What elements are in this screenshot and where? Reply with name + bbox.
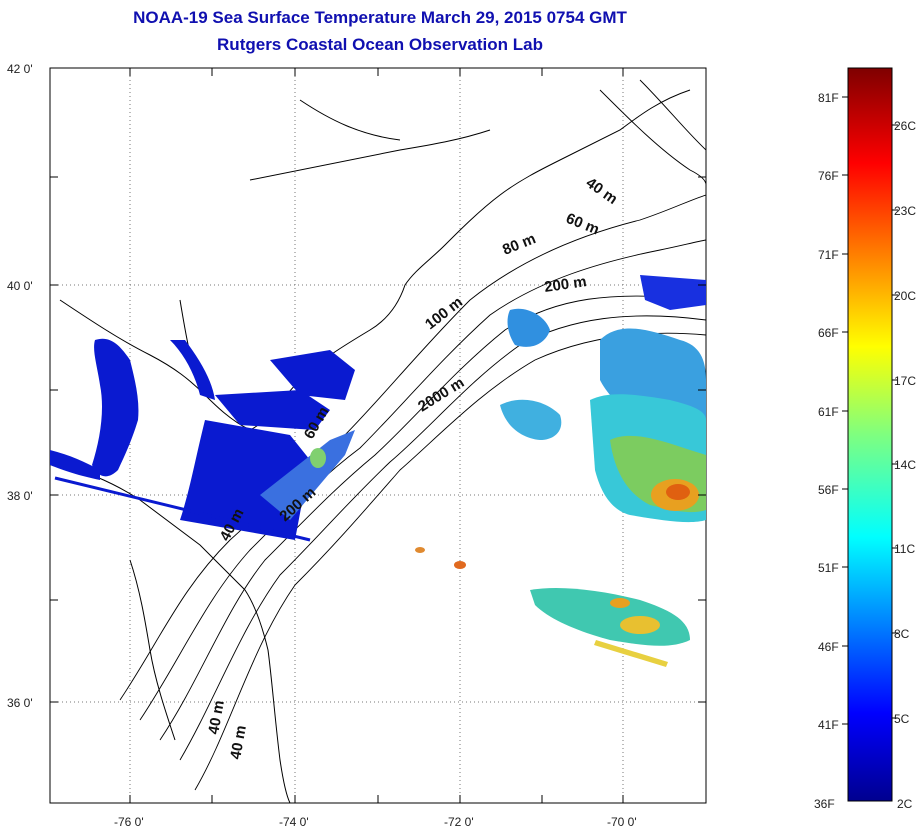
colorbar-ticks [842, 96, 898, 725]
lat-label: 38 0' [7, 489, 33, 503]
contour-label: 40 m [205, 699, 228, 736]
colorbar-c-label: 5C [894, 712, 910, 726]
colorbar-f-label: 81F [818, 91, 839, 105]
scan-edge-line [54, 476, 311, 542]
colorbar-c-label: 26C [894, 119, 916, 133]
lon-label: -74 0' [279, 815, 309, 829]
lon-label: -76 0' [114, 815, 144, 829]
lat-label: 36 0' [7, 696, 33, 710]
lat-label: 42 0' [7, 62, 33, 76]
colorbar-c-label: 23C [894, 204, 916, 218]
colorbar-c-label: 8C [894, 627, 910, 641]
lat-label: 40 0' [7, 279, 33, 293]
colorbar-c-label: 2C [897, 797, 913, 811]
colorbar-f-label: 46F [818, 640, 839, 654]
colorbar-c-label: 11C [894, 542, 915, 556]
colorbar-f-label: 36F [814, 797, 835, 811]
axis-ticks [50, 68, 706, 803]
colorbar-f-label: 61F [818, 405, 839, 419]
colorbar-f-label: 56F [818, 483, 839, 497]
colorbar-f-label: 66F [818, 326, 839, 340]
colorbar-c-label: 20C [894, 289, 916, 303]
colorbar-f-label: 51F [818, 561, 839, 575]
colorbar-f-label: 76F [818, 169, 839, 183]
colorbar-c-label: 17C [894, 374, 916, 388]
lon-label: -72 0' [444, 815, 474, 829]
contour-label: 200 m [543, 273, 587, 296]
contour-label: 40 m [227, 724, 250, 761]
bay-water [50, 338, 355, 540]
map-subtitle: Rutgers Coastal Ocean Observation Lab [217, 35, 543, 54]
sst-patches [260, 275, 706, 667]
map-title: NOAA-19 Sea Surface Temperature March 29… [133, 8, 627, 27]
colorbar-c-label: 14C [894, 458, 916, 472]
colorbar-f-label: 41F [818, 718, 839, 732]
lon-label: -70 0' [607, 815, 637, 829]
bathymetry-contours [119, 79, 706, 791]
colorbar-f-label: 71F [818, 248, 839, 262]
colorbar [847, 67, 893, 802]
